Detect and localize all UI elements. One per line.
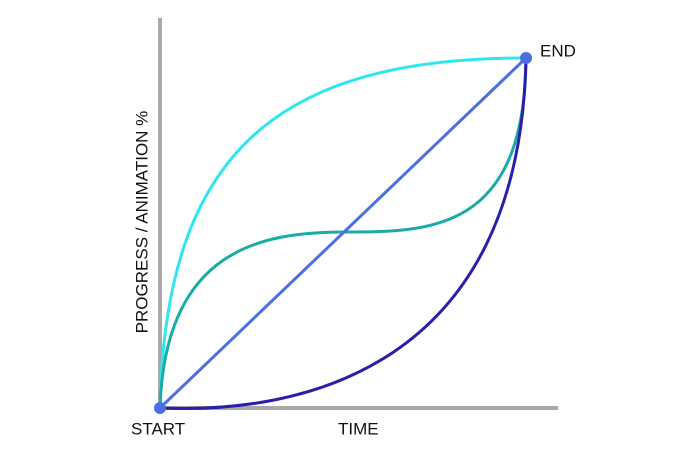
end-point: [520, 52, 532, 64]
y-axis-label: PROGRESS / ANIMATION %: [132, 111, 151, 334]
x-axis-label: TIME: [338, 419, 379, 438]
ease-out-curve: [158, 56, 527, 409]
start-label: START: [131, 419, 185, 438]
linear-line: [158, 56, 528, 410]
end-label: END: [540, 41, 576, 60]
start-point: [154, 402, 166, 414]
ease-in-curve: [159, 57, 528, 410]
